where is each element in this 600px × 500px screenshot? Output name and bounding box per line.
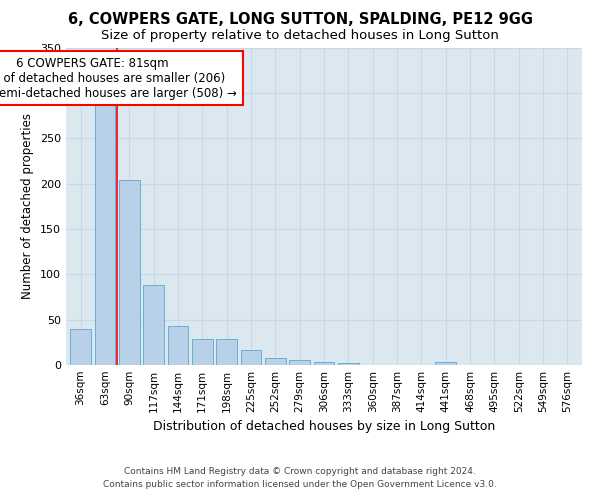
Bar [289, 360, 310, 365]
Bar [216, 338, 237, 365]
Text: 6, COWPERS GATE, LONG SUTTON, SPALDING, PE12 9GG: 6, COWPERS GATE, LONG SUTTON, SPALDING, … [67, 12, 533, 28]
Bar [338, 363, 359, 365]
Bar [265, 358, 286, 365]
Bar [95, 102, 115, 365]
Text: 6 COWPERS GATE: 81sqm
← 29% of detached houses are smaller (206)
71% of semi-det: 6 COWPERS GATE: 81sqm ← 29% of detached … [0, 56, 237, 100]
Bar [70, 328, 91, 365]
Text: Contains HM Land Registry data © Crown copyright and database right 2024.
Contai: Contains HM Land Registry data © Crown c… [103, 468, 497, 489]
Text: Size of property relative to detached houses in Long Sutton: Size of property relative to detached ho… [101, 29, 499, 42]
Bar [436, 362, 456, 365]
Bar [143, 285, 164, 365]
X-axis label: Distribution of detached houses by size in Long Sutton: Distribution of detached houses by size … [153, 420, 495, 434]
Bar [241, 350, 262, 365]
Bar [119, 180, 140, 365]
Bar [314, 362, 334, 365]
Y-axis label: Number of detached properties: Number of detached properties [22, 114, 34, 299]
Bar [167, 326, 188, 365]
Bar [192, 338, 212, 365]
